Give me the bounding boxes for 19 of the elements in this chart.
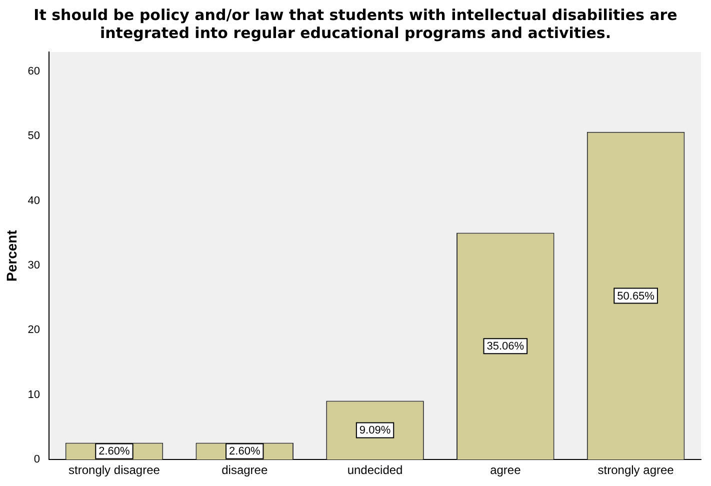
data-label: 50.65% (617, 290, 655, 302)
x-tick-label: strongly disagree (68, 463, 160, 478)
y-tick-label: 20 (28, 324, 40, 336)
data-label: 9.09% (359, 424, 391, 437)
data-label: 35.06% (486, 340, 524, 353)
y-tick-label: 10 (28, 388, 40, 401)
y-tick-label: 50 (28, 130, 40, 142)
y-tick-label: 30 (28, 260, 40, 272)
data-label: 2.60% (98, 446, 130, 458)
x-tick-label: strongly agree (598, 463, 674, 478)
x-tick-label: disagree (222, 463, 268, 478)
x-tick-label: agree (490, 463, 522, 478)
data-label: 2.60% (229, 446, 260, 458)
y-tick-label: 0 (34, 454, 40, 466)
y-tick-label: 60 (28, 65, 40, 78)
x-tick-label: undecided (347, 463, 403, 478)
chart-title: It should be policy and/or law that students with intellectual disabilities are integrated into regular educational programs and activities. (32, 5, 678, 42)
y-tick-label: 40 (28, 194, 40, 207)
y-axis-title: Percent (3, 230, 20, 282)
